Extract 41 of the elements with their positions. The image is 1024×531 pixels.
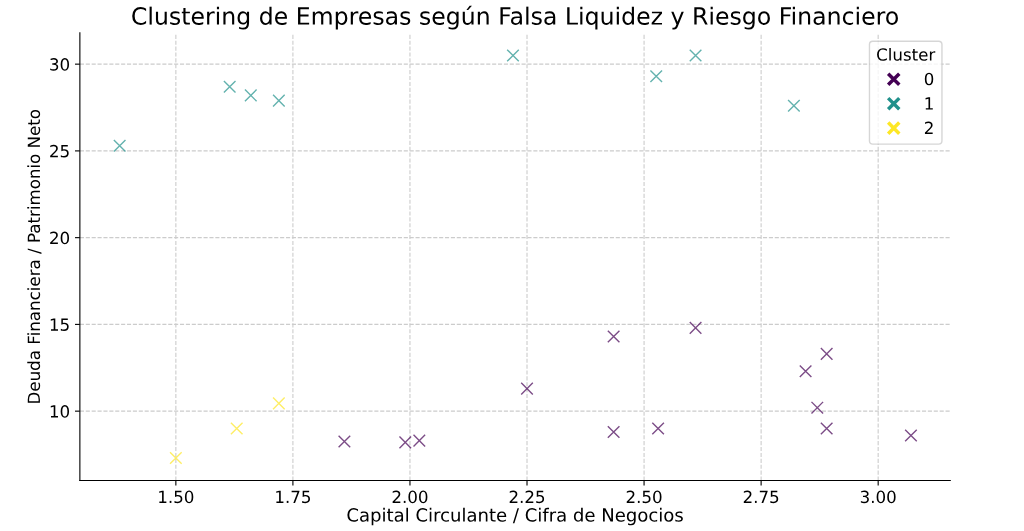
point — [244, 88, 258, 102]
point — [607, 330, 621, 344]
legend-label: 1 — [925, 97, 933, 110]
point — [169, 451, 183, 465]
point — [337, 435, 351, 449]
x-tick-label: 2.25 — [509, 490, 545, 504]
x-tick-label: 2.50 — [626, 490, 662, 504]
point — [506, 48, 520, 62]
point — [689, 48, 703, 62]
point — [810, 401, 824, 415]
y-tick-label: 15 — [50, 318, 69, 331]
point — [520, 382, 534, 396]
point — [820, 421, 834, 436]
point — [113, 139, 127, 153]
y-tick-label: 25 — [50, 144, 69, 158]
x-axis-title: Capital Circulante / Cifra de Negocios — [347, 507, 683, 526]
point — [651, 421, 665, 436]
y-tick-label: 30 — [50, 58, 70, 71]
y-axis-title: Deuda Financiera / Patrimonio Neto — [27, 109, 42, 403]
legend-label: 2 — [924, 121, 933, 134]
point — [649, 69, 663, 83]
x-tick-label: 2.00 — [392, 490, 428, 504]
y-tick-label: 10 — [50, 405, 70, 418]
point — [230, 421, 244, 436]
x-tick-label: 2.75 — [743, 490, 779, 504]
point — [223, 80, 237, 94]
x-tick-label: 1.75 — [276, 490, 311, 504]
legend-label: 0 — [924, 72, 934, 86]
x-tick-label: 1.50 — [159, 490, 194, 504]
point — [787, 99, 801, 113]
point — [689, 321, 703, 335]
point — [799, 364, 813, 378]
point — [820, 347, 834, 361]
y-tick-label: 20 — [50, 231, 70, 245]
point — [607, 425, 621, 439]
legend-title: Cluster — [877, 47, 936, 61]
chart-title: Clustering de Empresas según Falsa Liquidez y Riesgo Financiero — [132, 5, 898, 30]
point — [272, 396, 286, 410]
point — [272, 94, 286, 108]
point — [904, 428, 918, 442]
x-tick-label: 3.00 — [860, 490, 896, 504]
